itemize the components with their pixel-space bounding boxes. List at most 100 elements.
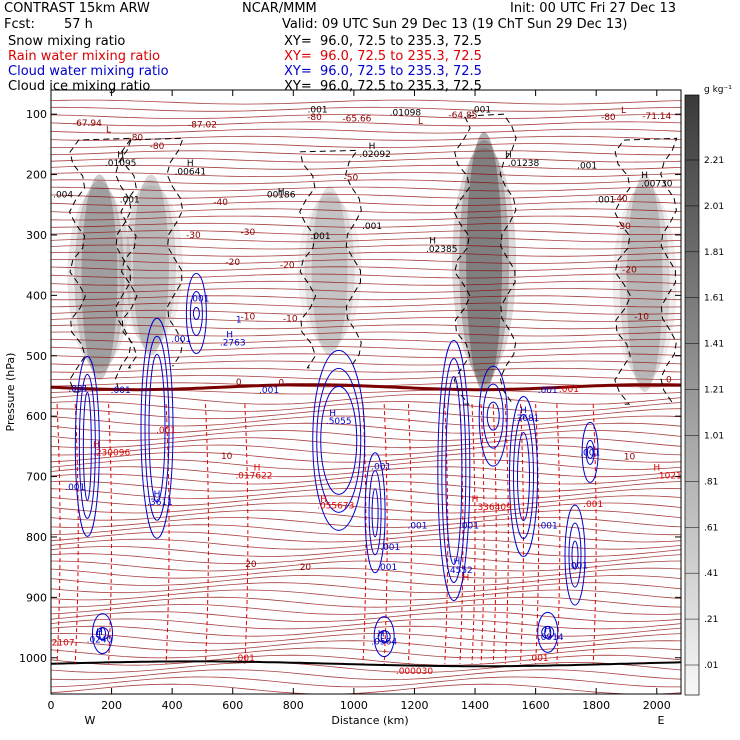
ice-label: .001: [362, 222, 382, 232]
rain-label: .1021: [656, 471, 682, 481]
temperature-label: -30: [241, 228, 256, 238]
cloud-water-label: H: [520, 406, 527, 416]
isotherm: [51, 172, 681, 178]
y-tick-label: 900: [26, 591, 47, 604]
isotherm: [51, 676, 681, 688]
isotherm: [51, 437, 681, 449]
colorbar-tick-label: .01: [704, 661, 718, 671]
x-tick-label: 1200: [400, 699, 428, 712]
center-label: NCAR/MMM: [242, 1, 317, 16]
rain-contour: [74, 404, 79, 664]
rain-label: .001: [583, 500, 603, 510]
cloud-water-label: .001: [538, 386, 558, 396]
init-time: Init: 00 UTC Fri 27 Dec 13: [510, 1, 676, 16]
cloud-water-label: .4552: [447, 566, 473, 576]
snow-column-shade: [619, 181, 670, 386]
ice-label: .02385: [426, 245, 458, 255]
cloud-water-label: .001: [580, 448, 600, 458]
cloud-water-contour: [185, 272, 207, 354]
cloud-water-contour: [148, 353, 166, 503]
cloud-water-contour: [140, 317, 174, 539]
ice-label: .004: [53, 191, 73, 201]
isotherm: [51, 346, 681, 351]
ice-label: H: [369, 142, 376, 152]
isotherm: [51, 222, 681, 228]
cloud-ice-contours: [68, 113, 678, 405]
snow-column-shade: [125, 179, 176, 351]
y-tick-label: 400: [26, 289, 47, 302]
isotherm: [51, 632, 681, 644]
rain-label: H: [463, 573, 470, 583]
snow-column-shade: [311, 186, 348, 356]
isotherm: [51, 408, 681, 420]
colorbar-unit: g kg⁻¹: [704, 85, 732, 95]
rain-contour: [165, 404, 170, 664]
x-tick-label: 400: [162, 699, 183, 712]
isotherm: [51, 317, 681, 322]
x-tick-label: 1000: [340, 699, 368, 712]
cloud-water-contour: [189, 290, 203, 336]
isotherm: [51, 459, 681, 470]
isotherm: [51, 121, 681, 127]
cloud-water-contour: [564, 504, 586, 606]
rain-contour: [244, 404, 249, 664]
isotherm: [51, 186, 681, 192]
isotherm: [51, 143, 681, 149]
cloud-water-contour: [192, 306, 200, 320]
rain-label: .230096: [93, 448, 130, 458]
cloud-water-contour: [517, 432, 530, 522]
colorbar-tick-label: 1.41: [704, 340, 724, 350]
cloud-water-label: .001: [68, 384, 88, 394]
rain-contour: [535, 404, 540, 664]
cloud-water-label: H: [226, 331, 233, 341]
x-tick-label: 200: [101, 699, 122, 712]
isotherm: [51, 640, 681, 652]
colorbar-tick-label: .81: [704, 477, 718, 487]
ice-contour: [614, 137, 678, 405]
rain-contour: [444, 404, 449, 664]
isotherm: [51, 647, 681, 659]
temperature-label: 10: [221, 452, 233, 462]
cloud-water-label: .3611: [147, 498, 173, 508]
cloud-water-label: .001: [568, 561, 588, 571]
isotherm: [51, 360, 681, 366]
ice-label: .00641: [175, 168, 207, 178]
cloud-water-contour: [320, 385, 358, 495]
cloud-water-contour: [380, 630, 388, 644]
isotherm: [51, 164, 681, 170]
cloud-water-label: H: [329, 409, 336, 419]
isotherm: [51, 157, 681, 163]
ice-contour: [453, 113, 517, 405]
isotherm: [51, 430, 681, 441]
cloud-water-label: .001: [189, 294, 209, 304]
rain-label: .017622: [235, 471, 272, 481]
isotherm: [51, 582, 681, 594]
y-tick-label: 200: [26, 169, 47, 182]
cloud-water-contour: [581, 421, 599, 483]
snow-column-shade: [118, 185, 183, 345]
isotherm: [51, 244, 681, 250]
rain-label: .001: [529, 654, 549, 664]
isotherm: [51, 324, 681, 330]
cloud-water-contour: [585, 439, 595, 465]
y-tick-label: 800: [26, 531, 47, 544]
field-xy-cloud-water: XY= 96.0, 72.5 to 235.3, 72.5: [284, 64, 482, 79]
x-tick-label: 0: [48, 699, 55, 712]
temperature-label: -20: [225, 258, 240, 268]
rain-contour: [592, 404, 597, 664]
cloud-water-contour: [91, 613, 113, 655]
colorbar-tick-label: 1.61: [704, 294, 724, 304]
ice-label: .001: [577, 162, 597, 172]
axes: 0 200 400 600 800 1000 1200 1400 1600 1800 2000100…: [19, 90, 681, 712]
isotherm: [51, 654, 681, 666]
isotherm: [51, 302, 681, 308]
ice-label: H: [429, 236, 436, 246]
ice-label: 00186: [267, 191, 296, 201]
cloud-water-contour: [312, 349, 366, 531]
y-tick-label: 500: [26, 350, 47, 363]
ice-label: H: [641, 171, 648, 181]
isotherm: [51, 251, 681, 257]
x-end-label-east: E: [658, 714, 665, 727]
temperature-label: -87.02: [188, 120, 217, 130]
